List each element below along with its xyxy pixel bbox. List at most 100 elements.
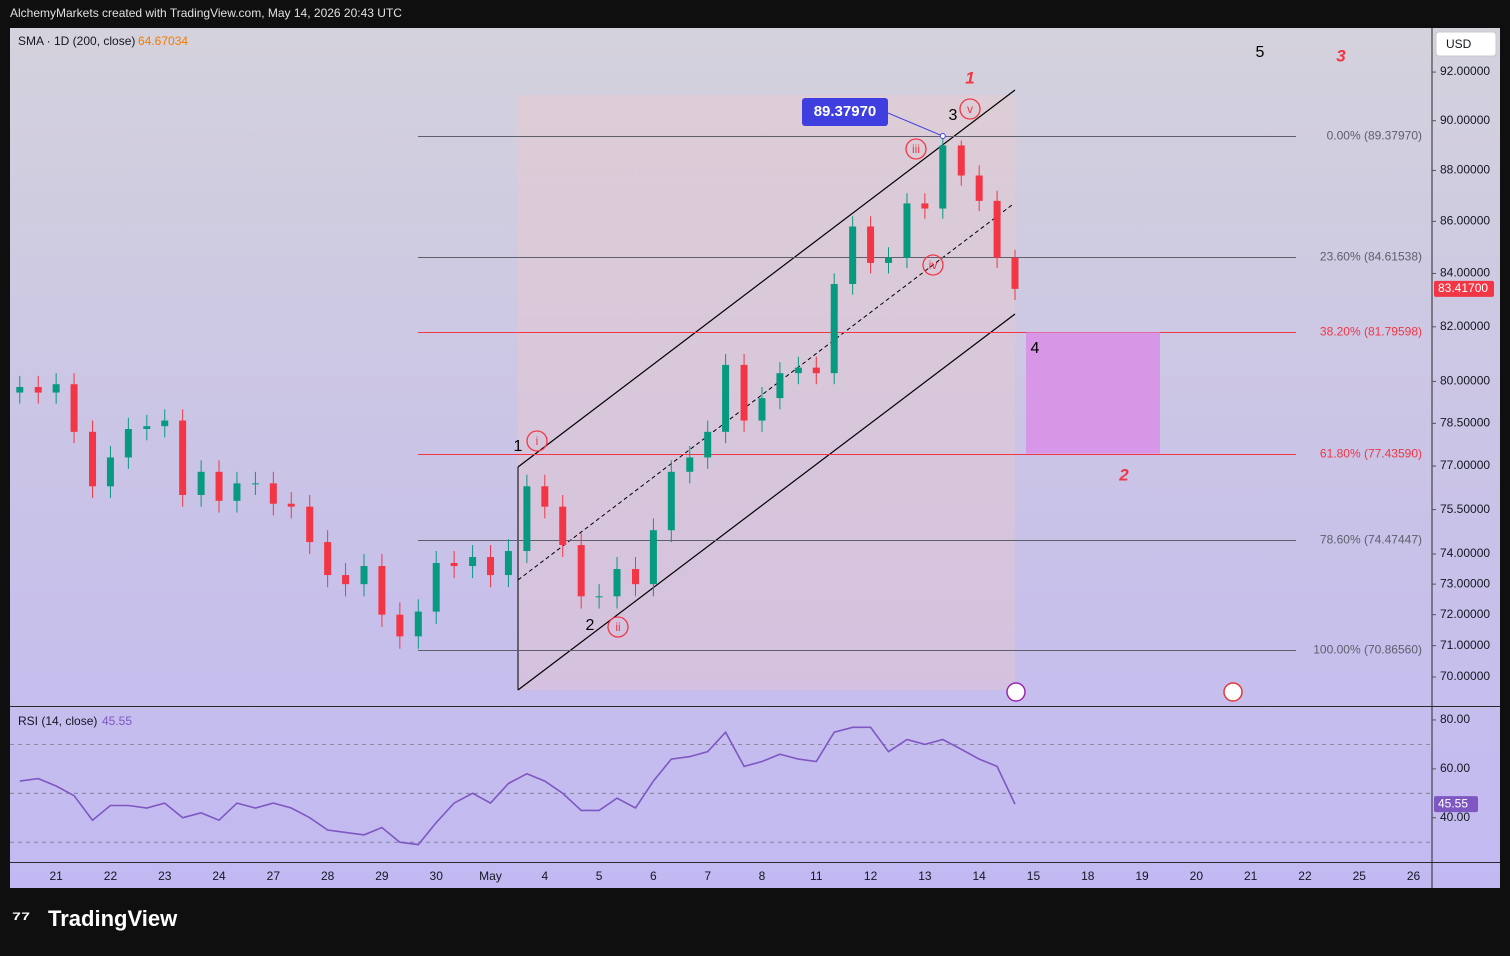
y-tick-label: 73.00000 (1440, 576, 1490, 590)
indicator-label: SMA · 1D (200, close) (18, 34, 135, 48)
x-tick-label: 26 (1407, 869, 1421, 883)
x-tick-label: 25 (1353, 869, 1367, 883)
wave-label: 2 (586, 617, 595, 634)
rsi-last-label: 45.55 (1438, 796, 1468, 810)
candle-body (704, 431, 712, 458)
candle-body (577, 545, 585, 597)
x-tick-label: 6 (650, 869, 657, 883)
wave-label: 5 (1256, 44, 1265, 61)
rsi-tick-label: 60.00 (1440, 761, 1470, 775)
x-tick-label: 22 (1298, 869, 1312, 883)
logo[interactable]: TradingView (48, 906, 178, 931)
wave-label: iv (929, 258, 938, 272)
rsi-tick-label: 80.00 (1440, 712, 1470, 726)
y-tick-label: 86.00000 (1440, 214, 1490, 228)
candle-body (1011, 257, 1019, 289)
x-tick-label: 7 (704, 869, 711, 883)
rsi-value: 45.55 (102, 714, 132, 728)
wave-label: i (536, 434, 539, 448)
candle-body (812, 367, 820, 374)
x-tick-label: 5 (596, 869, 603, 883)
candle-body (487, 557, 495, 576)
fib-label: 100.00% (70.86560) (1313, 643, 1422, 657)
candle-body (342, 575, 350, 585)
candle-body (251, 483, 259, 485)
candle-body (124, 428, 132, 458)
x-tick-label: 22 (104, 869, 118, 883)
candle-body (776, 373, 784, 399)
wave-circle (905, 138, 927, 160)
y-tick-label: 82.00000 (1440, 319, 1490, 333)
logo-mark: ⁷⁷ (12, 906, 30, 931)
candle-body (414, 611, 422, 637)
candle-body (161, 420, 169, 427)
wave-label: 3 (949, 107, 958, 124)
wave-label: v (967, 102, 973, 116)
channel-upper (517, 89, 1016, 468)
wave-circle (959, 98, 981, 120)
x-tick-label: 14 (972, 869, 986, 883)
candle-body (324, 542, 332, 576)
candle-body (287, 503, 295, 507)
y-tick-label: 74.00000 (1440, 546, 1490, 560)
x-tick-label: 11 (810, 869, 823, 883)
candle-body (70, 384, 78, 432)
wave-label: 1 (965, 68, 974, 87)
candle-body (686, 457, 694, 472)
candle-body (849, 226, 857, 285)
callout-connector (887, 112, 943, 137)
last-price-label: 83.41700 (1438, 281, 1488, 295)
currency-box[interactable] (1435, 31, 1497, 57)
wave-circle (607, 616, 629, 638)
header-text: AlchemyMarkets created with TradingView.… (10, 6, 402, 20)
candle-body (740, 364, 748, 421)
candle-body (306, 506, 314, 543)
candle-body (993, 200, 1001, 258)
fib-label: 0.00% (89.37970) (1327, 129, 1422, 143)
y-tick-label: 70.00000 (1440, 669, 1490, 683)
candle-body (758, 398, 766, 421)
x-tick-label: 24 (212, 869, 226, 883)
y-tick-label: 77.00000 (1440, 458, 1490, 472)
x-tick-label: 15 (1027, 869, 1041, 883)
rsi-label: RSI (14, close) (18, 714, 97, 728)
rsi-last-box (1434, 796, 1478, 813)
y-tick-label: 92.00000 (1440, 64, 1490, 78)
candle-body (541, 486, 549, 507)
candle-body (903, 203, 911, 258)
candle-body (16, 386, 24, 393)
x-tick-label: 21 (49, 869, 63, 883)
candle-body (595, 596, 603, 598)
rsi-line (19, 726, 1016, 846)
candle-body (215, 471, 223, 501)
candle-body (432, 563, 440, 612)
wave-circle (526, 430, 548, 452)
event-icon[interactable] (1006, 682, 1026, 702)
candle-body (921, 203, 929, 209)
x-tick-label: 19 (1135, 869, 1149, 883)
wave-label: 2 (1118, 465, 1129, 484)
candle-body (867, 226, 875, 263)
x-tick-label: 20 (1190, 869, 1204, 883)
y-tick-label: 75.50000 (1440, 502, 1490, 516)
candle-body (523, 486, 531, 552)
flag-icon[interactable] (1223, 682, 1243, 702)
indicator-value: 64.67034 (138, 34, 188, 48)
fib-label: 61.80% (77.43590) (1320, 447, 1422, 461)
candle-body (975, 175, 983, 201)
candle-body (830, 284, 838, 374)
channel-mid (517, 204, 1013, 581)
fib-label: 78.60% (74.47447) (1320, 533, 1422, 547)
currency[interactable]: USD (1446, 37, 1472, 51)
y-tick-label: 88.00000 (1440, 163, 1490, 177)
channel-shade (518, 95, 1015, 690)
candle-body (106, 457, 114, 487)
x-tick-label: 18 (1081, 869, 1095, 883)
y-tick-label: 72.00000 (1440, 607, 1490, 621)
x-tick-label: 13 (918, 869, 932, 883)
candle-body (179, 420, 187, 495)
candle-body (360, 566, 368, 585)
x-tick-label: May (479, 869, 502, 883)
